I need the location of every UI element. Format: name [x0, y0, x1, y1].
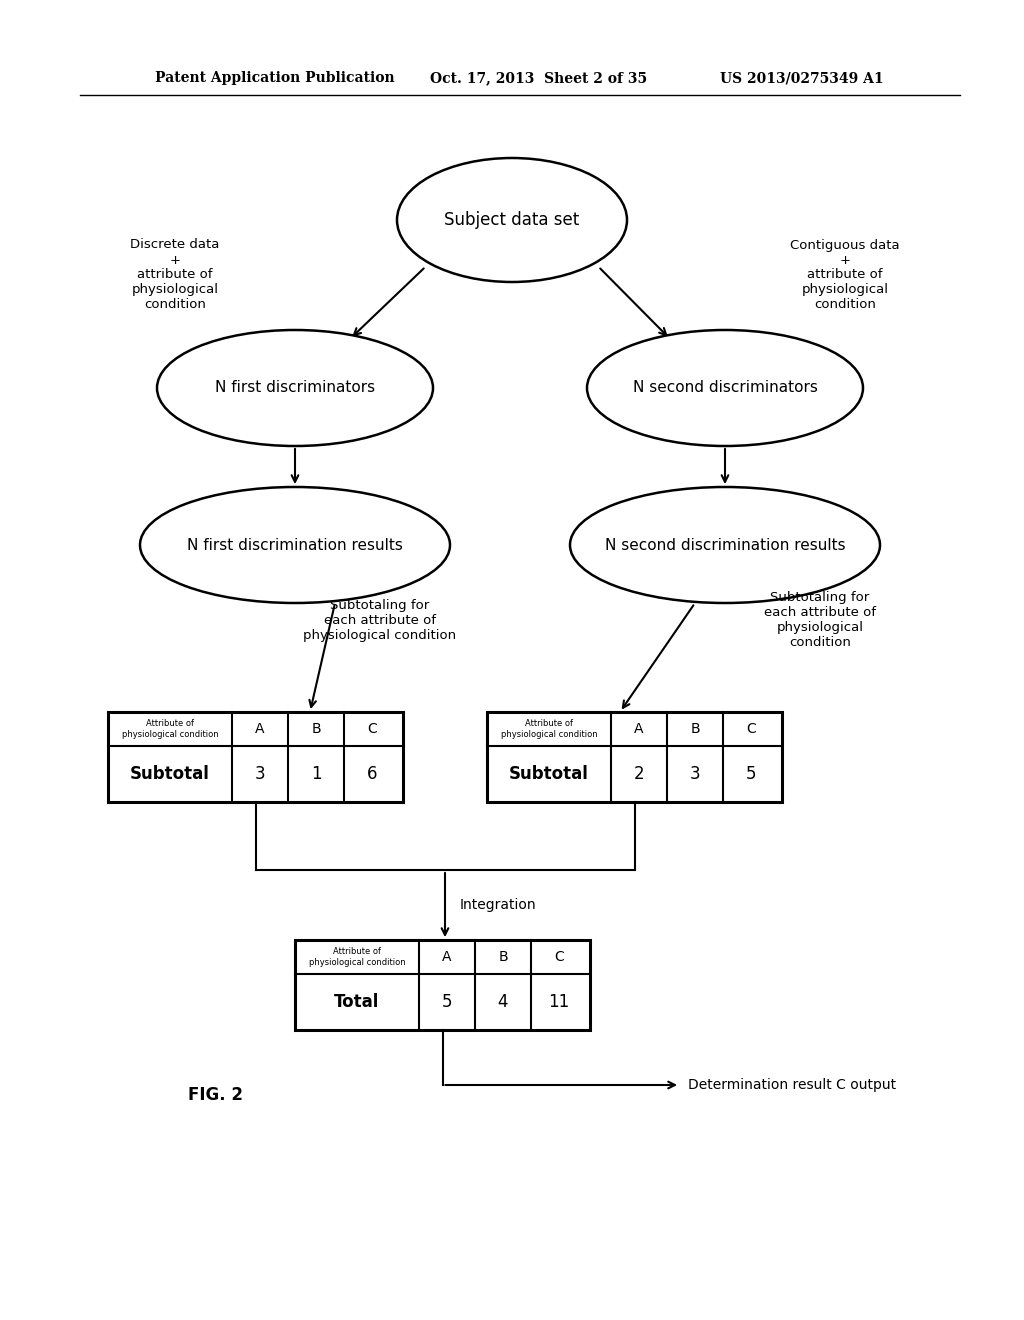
- Text: Attribute of
physiological condition: Attribute of physiological condition: [308, 948, 406, 966]
- Text: Subject data set: Subject data set: [444, 211, 580, 228]
- Text: 3: 3: [255, 766, 265, 783]
- Text: Oct. 17, 2013  Sheet 2 of 35: Oct. 17, 2013 Sheet 2 of 35: [430, 71, 647, 84]
- Text: 3: 3: [689, 766, 700, 783]
- Text: 4: 4: [498, 993, 508, 1011]
- Text: 2: 2: [634, 766, 644, 783]
- Text: 6: 6: [367, 766, 377, 783]
- Text: 5: 5: [745, 766, 757, 783]
- Bar: [487, 711, 782, 803]
- Bar: [295, 940, 590, 1030]
- Text: Subtotaling for
each attribute of
physiological condition: Subtotaling for each attribute of physio…: [303, 598, 457, 642]
- Text: Determination result C output: Determination result C output: [688, 1078, 896, 1092]
- Text: Total: Total: [334, 993, 380, 1011]
- Text: Attribute of
physiological condition: Attribute of physiological condition: [501, 719, 597, 739]
- Text: C: C: [554, 950, 564, 964]
- Text: N first discrimination results: N first discrimination results: [187, 537, 402, 553]
- Text: A: A: [634, 722, 644, 737]
- Bar: [108, 711, 403, 803]
- Text: B: B: [498, 950, 508, 964]
- Text: Integration: Integration: [460, 898, 537, 912]
- Text: N second discrimination results: N second discrimination results: [605, 537, 846, 553]
- Text: A: A: [442, 950, 452, 964]
- Text: 11: 11: [549, 993, 569, 1011]
- Text: Discrete data
+
attribute of
physiological
condition: Discrete data + attribute of physiologic…: [130, 239, 220, 312]
- Text: A: A: [255, 722, 264, 737]
- Text: Contiguous data
+
attribute of
physiological
condition: Contiguous data + attribute of physiolog…: [791, 239, 900, 312]
- Text: C: C: [368, 722, 377, 737]
- Text: Attribute of
physiological condition: Attribute of physiological condition: [122, 719, 218, 739]
- Text: N second discriminators: N second discriminators: [633, 380, 817, 396]
- Text: Subtotaling for
each attribute of
physiological
condition: Subtotaling for each attribute of physio…: [764, 591, 876, 649]
- Text: B: B: [690, 722, 699, 737]
- Text: Subtotal: Subtotal: [130, 766, 210, 783]
- Text: 1: 1: [310, 766, 322, 783]
- Text: Patent Application Publication: Patent Application Publication: [155, 71, 394, 84]
- Text: Subtotal: Subtotal: [509, 766, 589, 783]
- Text: FIG. 2: FIG. 2: [187, 1086, 243, 1104]
- Text: B: B: [311, 722, 321, 737]
- Text: 5: 5: [441, 993, 453, 1011]
- Text: C: C: [746, 722, 756, 737]
- Text: US 2013/0275349 A1: US 2013/0275349 A1: [720, 71, 884, 84]
- Text: N first discriminators: N first discriminators: [215, 380, 375, 396]
